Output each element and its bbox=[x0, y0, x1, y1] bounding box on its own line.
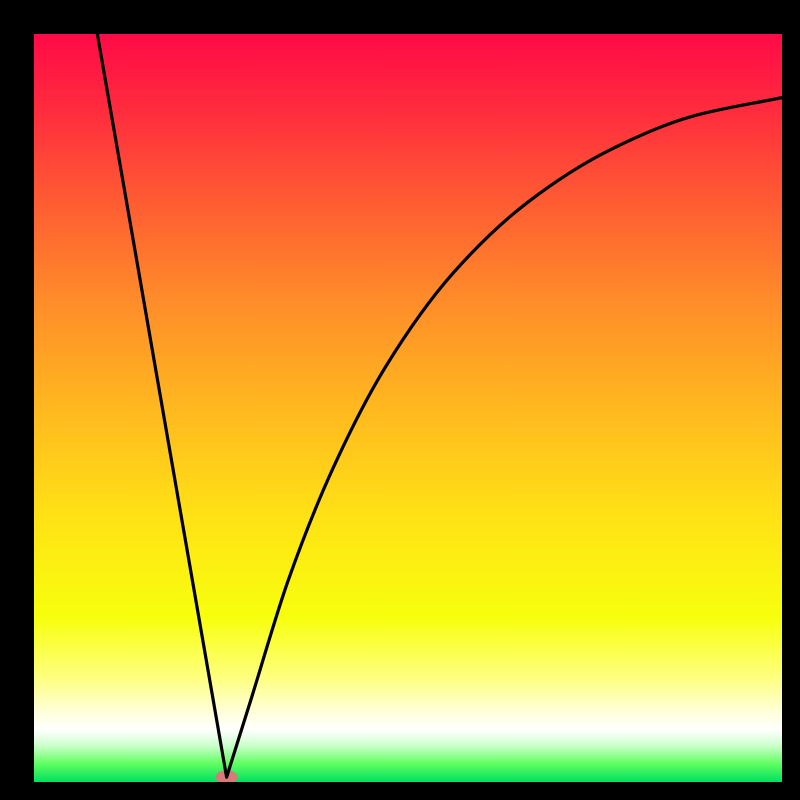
frame-top bbox=[0, 0, 800, 34]
frame-right bbox=[782, 0, 800, 800]
gradient-background bbox=[34, 34, 782, 782]
frame-bottom bbox=[0, 782, 800, 800]
chart-svg bbox=[0, 0, 800, 800]
frame-left bbox=[0, 0, 34, 800]
